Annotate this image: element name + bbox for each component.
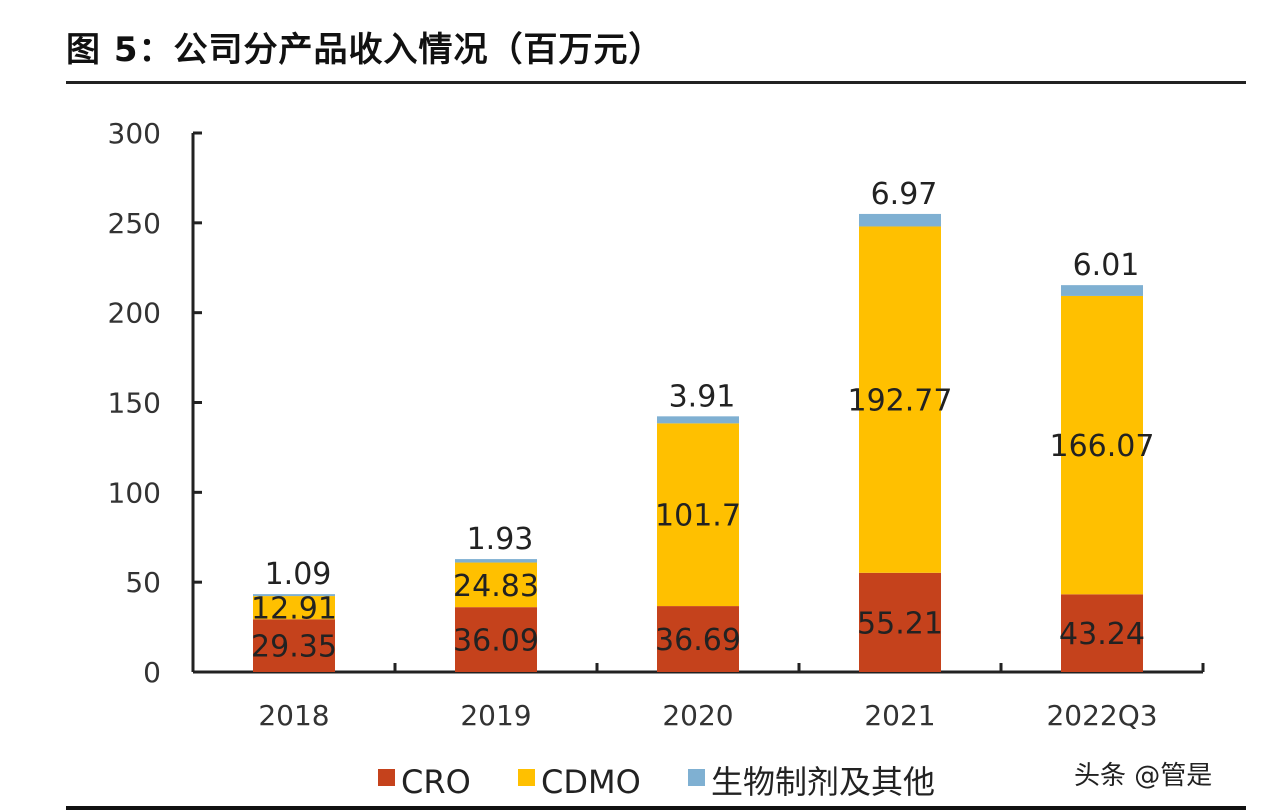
bar-segment-生物制剂及其他 — [657, 416, 739, 424]
bottom-divider — [66, 806, 1246, 810]
data-label: 6.01 — [1073, 248, 1140, 283]
y-tick-label: 200 — [108, 297, 161, 330]
x-tick-label: 2022Q3 — [1046, 699, 1157, 732]
y-tick-label: 150 — [108, 387, 161, 420]
data-label: 36.69 — [655, 623, 741, 658]
x-tick-label: 2021 — [864, 699, 935, 732]
x-tick-label: 2019 — [460, 699, 531, 732]
bar-segment-CDMO — [1061, 295, 1143, 595]
bar-segment-CDMO — [253, 596, 335, 620]
bar-segment-CRO — [253, 619, 335, 672]
data-label: 1.09 — [265, 557, 332, 592]
x-tick-label: 2020 — [662, 699, 733, 732]
data-label: 1.93 — [467, 522, 534, 557]
y-tick-label: 50 — [125, 566, 161, 599]
legend-label: 生物制剂及其他 — [711, 763, 935, 801]
data-label: 55.21 — [857, 606, 943, 641]
legend-swatch-CRO — [378, 769, 395, 786]
legend-swatch-生物制剂及其他 — [688, 769, 705, 786]
bar-segment-CRO — [657, 606, 739, 672]
data-label: 166.07 — [1050, 429, 1155, 464]
bar-segment-CDMO — [859, 226, 941, 573]
bar-segment-生物制剂及其他 — [1061, 285, 1143, 296]
data-label: 6.97 — [871, 177, 938, 212]
data-label: 101.7 — [655, 499, 741, 534]
bar-segment-生物制剂及其他 — [859, 213, 941, 227]
legend-label: CDMO — [541, 763, 641, 801]
data-label: 192.77 — [848, 384, 953, 419]
data-label: 43.24 — [1059, 617, 1145, 652]
x-tick-label: 2018 — [258, 699, 329, 732]
y-tick-label: 0 — [143, 656, 161, 689]
bar-segment-CDMO — [657, 423, 739, 607]
bar-segment-生物制剂及其他 — [455, 559, 537, 563]
bar-segment-CRO — [1061, 594, 1143, 672]
legend-label: CRO — [401, 763, 471, 801]
y-tick-label: 100 — [108, 476, 161, 509]
chart-title: 图 5：公司分产品收入情况（百万元） — [66, 30, 664, 70]
legend-swatch-CDMO — [518, 769, 535, 786]
data-label: 29.35 — [251, 630, 337, 665]
bar-segment-生物制剂及其他 — [253, 594, 335, 597]
data-label: 24.83 — [453, 569, 539, 604]
y-tick-label: 250 — [108, 207, 161, 240]
bar-segment-CRO — [455, 607, 537, 672]
data-label: 3.91 — [669, 379, 736, 414]
data-label: 36.09 — [453, 624, 539, 659]
bar-segment-CRO — [859, 572, 941, 672]
title-divider — [66, 81, 1246, 84]
data-label: 12.91 — [251, 592, 337, 627]
y-tick-label: 300 — [108, 117, 161, 150]
bar-segment-CDMO — [455, 562, 537, 608]
watermark: 头条 @管是 — [1074, 761, 1213, 791]
